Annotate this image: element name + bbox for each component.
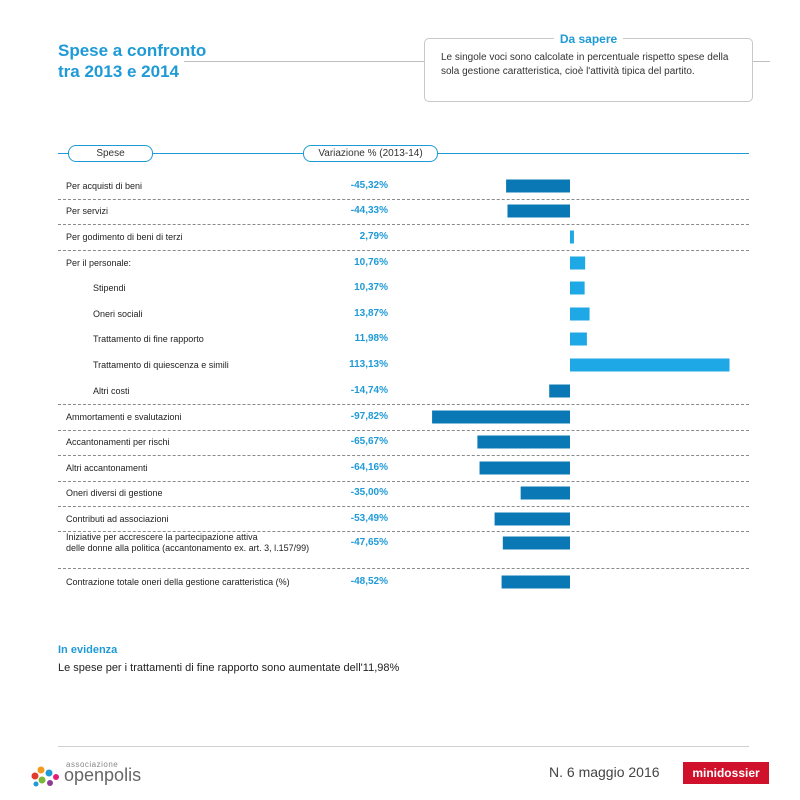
info-box: Da sapere Le singole voci sono calcolate…: [424, 32, 753, 102]
logo-small-text: associazione: [66, 760, 119, 769]
row-label-line: Stipendi: [93, 282, 126, 293]
row-label-line: Contrazione totale oneri della gestione …: [66, 576, 290, 587]
bar-13: [494, 512, 570, 526]
row-label-line: Oneri diversi di gestione: [66, 487, 163, 498]
row-label: Altri accantonamenti: [66, 463, 148, 474]
openpolis-logo[interactable]: associazione openpolis: [30, 760, 150, 790]
row-value: -14,74%: [350, 385, 388, 396]
column-header-spese: Spese: [68, 145, 153, 162]
row-separator: [58, 531, 749, 532]
row-value: -64,16%: [350, 462, 388, 473]
row-label: Accantonamenti per rischi: [66, 437, 170, 448]
row-value: -47,65%: [350, 537, 388, 548]
row-separator: [58, 568, 749, 569]
row-label: Iniziative per accrescere la partecipazi…: [66, 532, 309, 554]
row-value: -44,33%: [350, 205, 388, 216]
info-box-text: Le singole voci sono calcolate in percen…: [441, 52, 729, 77]
bar-14: [502, 536, 570, 550]
page-title-line-1: Spese a confronto: [58, 41, 207, 60]
row-value: 10,76%: [354, 257, 388, 268]
evidence-text: Le spese per i trattamenti di fine rappo…: [58, 662, 400, 674]
row-label-line: delle donne alla politica (accantonament…: [66, 543, 310, 553]
row-label: Stipendi: [93, 283, 126, 294]
page-title-line-2: tra 2013 e 2014: [58, 62, 179, 81]
bar-15: [501, 575, 570, 589]
row-label-line: Iniziative per accrescere la partecipazi…: [66, 532, 258, 542]
logo-big-text: openpolis: [64, 765, 142, 785]
row-label-line: Per il personale:: [66, 257, 132, 268]
row-value: 2,79%: [359, 231, 388, 242]
bar-9: [432, 410, 570, 424]
row-label: Oneri sociali: [93, 309, 143, 320]
row-label-line: Trattamento di fine rapporto: [93, 333, 204, 344]
row-label: Contributi ad associazioni: [66, 514, 169, 525]
row-label-line: Per servizi: [66, 205, 109, 216]
row-label: Per il personale:: [66, 258, 131, 269]
row-value: 10,37%: [354, 282, 388, 293]
bar-2: [570, 230, 574, 244]
row-value: -53,49%: [350, 513, 388, 524]
evidence-title: In evidenza: [58, 644, 118, 656]
row-separator: [58, 429, 749, 431]
row-label-line: Accantonamenti per rischi: [66, 436, 170, 447]
row-separator: [58, 455, 749, 456]
openpolis-logo-icon: [31, 766, 59, 787]
row-separator: [58, 224, 749, 225]
row-label: Oneri diversi di gestione: [66, 488, 163, 499]
row-label: Ammortamenti e svalutazioni: [66, 412, 182, 423]
row-label: Trattamento di quiescenza e simili: [93, 360, 229, 371]
row-value: -65,67%: [350, 436, 388, 447]
row-value: 113,13%: [349, 359, 388, 370]
info-box-title: Da sapere: [553, 32, 624, 46]
row-label-line: Per acquisti di beni: [66, 180, 143, 191]
issue-number: N. 6 maggio 2016: [549, 764, 660, 780]
row-value: 13,87%: [354, 308, 388, 319]
row-label: Trattamento di fine rapporto: [93, 334, 204, 345]
row-value: -48,52%: [350, 576, 388, 587]
row-label-line: Ammortamenti e svalutazioni: [66, 411, 182, 422]
row-separator: [58, 506, 749, 507]
bar-10: [477, 435, 570, 449]
page-title: Spese a confronto tra 2013 e 2014: [58, 40, 206, 82]
bar-0: [506, 179, 570, 193]
row-separator: [58, 198, 749, 200]
row-label: Per servizi: [66, 206, 108, 217]
row-value: -97,82%: [350, 411, 388, 422]
row-value: 11,98%: [354, 333, 388, 344]
bar-4: [570, 281, 585, 295]
row-label-line: Altri costi: [93, 385, 130, 396]
bar-11: [479, 461, 570, 475]
row-label-line: Contributi ad associazioni: [66, 513, 169, 524]
row-separator: [58, 480, 749, 482]
row-separator: [58, 404, 749, 405]
footer-rule: [58, 746, 749, 747]
bar-1: [507, 204, 570, 218]
row-label: Altri costi: [93, 386, 130, 397]
row-label: Contrazione totale oneri della gestione …: [66, 577, 290, 588]
row-value: -45,32%: [350, 180, 388, 191]
bar-5: [570, 307, 590, 321]
minidossier-badge: minidossier: [683, 762, 769, 784]
bar-12: [520, 486, 570, 500]
bar-8: [549, 384, 570, 398]
info-box-divider: [752, 61, 770, 62]
row-label: Per acquisti di beni: [66, 181, 142, 192]
bar-6: [570, 332, 587, 346]
bar-7: [570, 358, 730, 372]
bar-3: [570, 256, 586, 270]
row-label: Per godimento di beni di terzi: [66, 232, 183, 243]
title-divider: [184, 61, 424, 62]
row-label-line: Oneri sociali: [93, 308, 143, 319]
row-label-line: Trattamento di quiescenza e simili: [93, 359, 229, 370]
column-header-variazione: Variazione % (2013-14): [303, 145, 438, 162]
row-separator: [58, 250, 749, 251]
row-label-line: Per godimento di beni di terzi: [66, 231, 183, 242]
row-label-line: Altri accantonamenti: [66, 462, 148, 473]
row-value: -35,00%: [350, 487, 388, 498]
